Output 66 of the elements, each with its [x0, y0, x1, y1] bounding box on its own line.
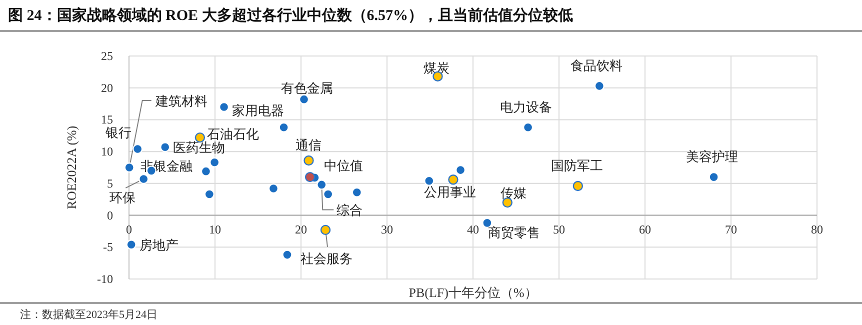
- text: 注：数据截至2023年5月24日: [20, 308, 158, 321]
- annotation: 电力设备: [500, 99, 552, 114]
- y-tick-label: -10: [97, 272, 113, 286]
- point: [160, 142, 170, 152]
- point: [204, 189, 215, 200]
- x-tick-label: 20: [295, 222, 307, 236]
- annotation: 医药生物: [173, 140, 226, 156]
- point: [708, 172, 719, 182]
- annotation: 房地产: [139, 238, 178, 253]
- point: [424, 176, 434, 186]
- x-tick-label: 50: [553, 222, 565, 236]
- point: [278, 122, 289, 132]
- point: [594, 80, 605, 92]
- point: [352, 187, 362, 198]
- annotation: 家用电器: [232, 102, 284, 118]
- x-tick-label: 10: [209, 222, 221, 236]
- point: [209, 157, 220, 168]
- y-tick-label: 20: [101, 80, 113, 95]
- annotation: 综合: [336, 202, 363, 218]
- x-tick-label: 30: [381, 222, 393, 236]
- point: [218, 102, 230, 112]
- chart-title: 图 24：国家战略领域的 ROE 大多超过各行业中位数（6.57%），且当前估值分位较低: [8, 6, 574, 24]
- point: [124, 162, 134, 173]
- annotation: 石油石化: [206, 126, 259, 142]
- point: [126, 239, 136, 250]
- x-tick-label: 40: [467, 222, 479, 236]
- x-tick-label: 80: [811, 222, 823, 236]
- point: [448, 174, 458, 185]
- annotation: 有色金属: [281, 80, 334, 96]
- annotation: 社会服务: [300, 250, 353, 266]
- y-tick-label: 25: [101, 49, 113, 63]
- point: [282, 250, 292, 260]
- annotation: 建筑材料: [154, 94, 208, 108]
- point: [298, 94, 310, 104]
- point: [455, 164, 466, 176]
- point: [322, 189, 334, 200]
- point: [138, 174, 149, 184]
- point: [132, 144, 143, 154]
- y-axis-title: ROE2022A (%): [64, 126, 79, 210]
- series-label: 中位值: [324, 158, 364, 174]
- point: [200, 166, 212, 176]
- point: [572, 180, 584, 192]
- y-tick-label: 0: [107, 208, 113, 222]
- annotation: 食品饮料: [570, 58, 622, 73]
- annotation: 通信: [296, 137, 322, 152]
- x-tick-label: 60: [639, 222, 651, 236]
- annotation: 银行: [104, 125, 132, 140]
- x-tick-label: 70: [725, 222, 737, 236]
- point: [522, 122, 534, 132]
- x-axis-title: PB(LF)十年分位（%）: [408, 285, 538, 300]
- y-tick-label: 10: [101, 144, 113, 159]
- point: [304, 172, 316, 182]
- y-tick-label: -5: [103, 240, 113, 254]
- y-tick-label: 15: [101, 112, 113, 127]
- point: [316, 180, 327, 190]
- point: [304, 155, 314, 166]
- annotation: 国防军工: [550, 158, 603, 173]
- annotation: 传媒: [500, 186, 526, 201]
- annotation: 美容护理: [686, 149, 738, 164]
- annotation: 公用事业: [424, 184, 476, 200]
- annotation: 环保: [110, 190, 136, 205]
- annotation: 商贸零售: [488, 224, 540, 240]
- x-tick-label: 0: [126, 222, 132, 236]
- y-tick-label: 5: [107, 176, 113, 190]
- point: [320, 224, 331, 236]
- point: [268, 183, 279, 194]
